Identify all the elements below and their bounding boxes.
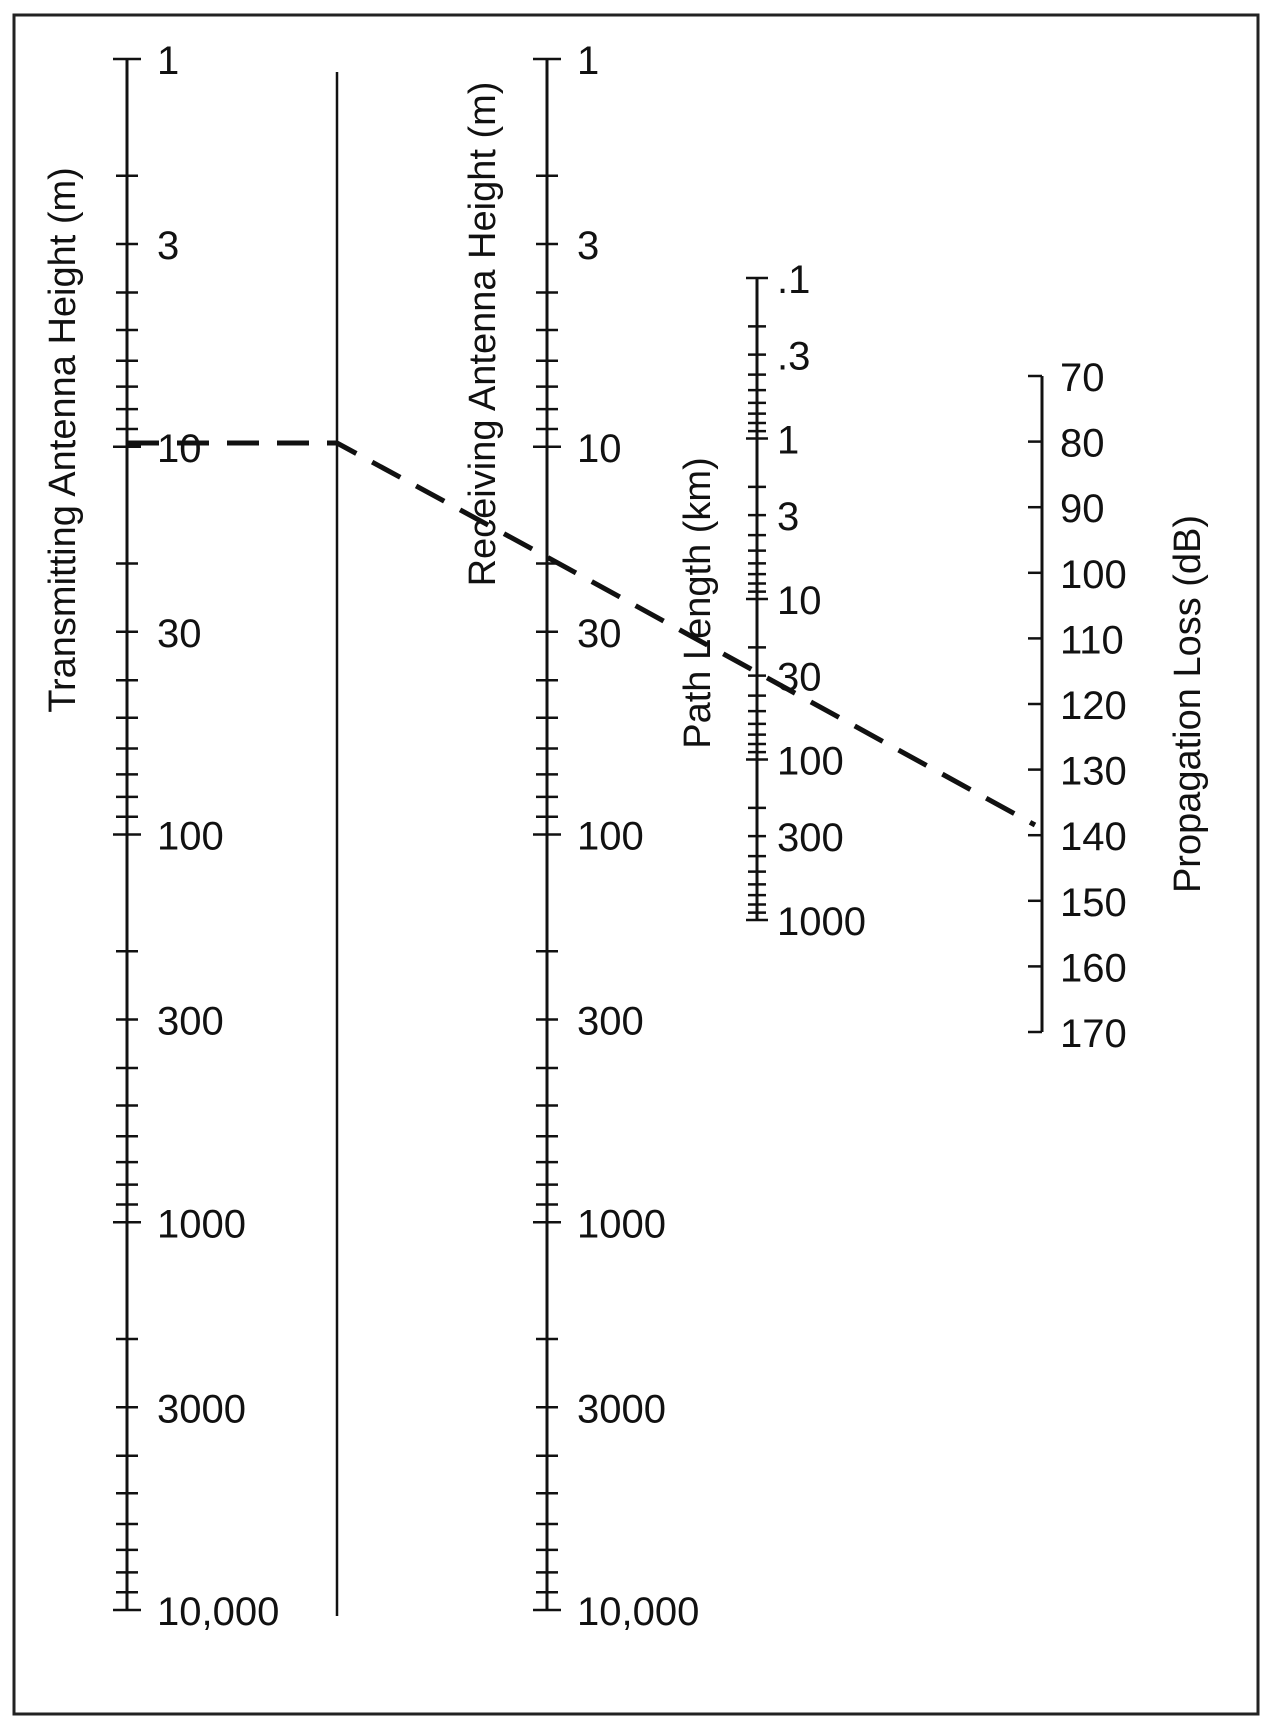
- receiving-height-tick-label: 1: [577, 39, 599, 83]
- receiving-height-scale: 1 3 10 30 100 300 1000 3000 10,000: [533, 39, 699, 1634]
- propagation-loss-tick-label: 70: [1060, 356, 1105, 400]
- transmitting-height-scale: 1 3 10 30 100 300 1000 3000 10,000: [113, 39, 279, 1634]
- propagation-loss-tick-label: 130: [1060, 750, 1127, 794]
- receiving-height-tick-label: 3000: [577, 1387, 666, 1431]
- propagation-loss-tick-label: 140: [1060, 815, 1127, 859]
- receiving-height-title: Receiving Antenna Height (m): [462, 82, 504, 587]
- example-dashed-line: [127, 440, 1037, 828]
- path-length-tick-label: 30: [777, 656, 822, 700]
- path-length-tick-label: 300: [777, 816, 844, 860]
- receiving-height-tick-label: 100: [577, 815, 644, 859]
- path-length-scale: .1 .3 1 3 10 30 100 300 1000: [746, 258, 866, 944]
- path-length-tick-label: 100: [777, 740, 844, 784]
- path-length-tick-label: .1: [777, 258, 810, 302]
- receiving-height-tick-label: 30: [577, 612, 622, 656]
- transmitting-height-tick-label: 100: [157, 815, 224, 859]
- path-length-tick-label: .3: [777, 335, 810, 379]
- propagation-loss-tick-label: 100: [1060, 553, 1127, 597]
- transmitting-height-tick-label: 3: [157, 224, 179, 268]
- receiving-height-tick-label: 10,000: [577, 1590, 699, 1634]
- transmitting-height-tick-label: 10: [157, 427, 202, 471]
- propagation-loss-tick-label: 90: [1060, 487, 1105, 531]
- transmitting-height-tick-label: 1000: [157, 1202, 246, 1246]
- transmitting-height-tick-label: 10,000: [157, 1590, 279, 1634]
- propagation-loss-tick-label: 150: [1060, 881, 1127, 925]
- propagation-loss-title: Propagation Loss (dB): [1167, 515, 1209, 893]
- path-length-tick-label: 1: [777, 419, 799, 463]
- path-length-title: Path Length (km): [677, 457, 719, 748]
- receiving-height-tick-label: 1000: [577, 1202, 666, 1246]
- path-length-tick-label: 1000: [777, 900, 866, 944]
- path-length-tick-label: 10: [777, 579, 822, 623]
- propagation-loss-scale: 70 80 90 100 110 120 130 140 150 160 170: [1028, 356, 1127, 1056]
- transmitting-height-tick-label: 3000: [157, 1387, 246, 1431]
- transmitting-height-title: Transmitting Antenna Height (m): [42, 167, 84, 713]
- frame: [12, 13, 1260, 1716]
- propagation-loss-tick-label: 120: [1060, 684, 1127, 728]
- propagation-loss-tick-label: 110: [1060, 618, 1124, 662]
- propagation-loss-tick-label: 160: [1060, 946, 1127, 990]
- receiving-height-tick-label: 10: [577, 427, 622, 471]
- transmitting-height-tick-label: 30: [157, 612, 202, 656]
- receiving-height-tick-label: 300: [577, 1000, 644, 1044]
- propagation-loss-tick-label: 170: [1060, 1012, 1127, 1056]
- transmitting-height-tick-label: 1: [157, 39, 179, 83]
- path-length-tick-label: 3: [777, 495, 799, 539]
- transmitting-height-tick-label: 300: [157, 1000, 224, 1044]
- receiving-height-tick-label: 3: [577, 224, 599, 268]
- propagation-loss-tick-label: 80: [1060, 422, 1105, 466]
